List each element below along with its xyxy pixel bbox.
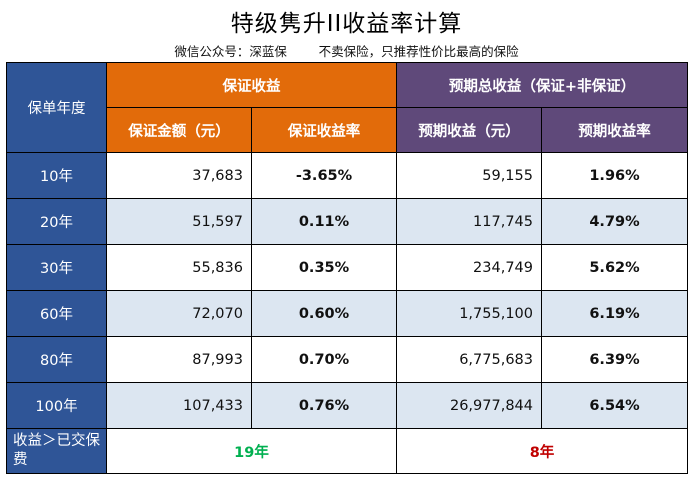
expected-rate-cell: 5.62% (541, 244, 688, 291)
expected-rate-cell: 6.54% (541, 382, 688, 429)
expected-amount-cell: 59,155 (396, 152, 542, 199)
guaranteed-group-header: 保证收益 (106, 62, 397, 108)
year-cell: 20年 (6, 198, 107, 245)
year-header: 保单年度 (6, 62, 107, 153)
table-row: 30年 55,836 0.35% 234,749 5.62% (6, 244, 688, 291)
expected-amount-header: 预期收益（元） (396, 107, 542, 153)
guaranteed-rate-cell: -3.65% (251, 152, 397, 199)
expected-amount-cell: 234,749 (396, 244, 542, 291)
expected-rate-cell: 6.19% (541, 290, 688, 337)
table-row: 20年 51,597 0.11% 117,745 4.79% (6, 198, 688, 245)
table-row: 100年 107,433 0.76% 26,977,844 6.54% (6, 382, 688, 429)
breakeven-label: 收益＞已交保费 (6, 428, 107, 474)
page-subtitle: 微信公众号：深蓝保 不卖保险，只推荐性价比最高的保险 (174, 44, 519, 59)
guaranteed-amount-cell: 107,433 (106, 382, 252, 429)
guaranteed-amount-cell: 87,993 (106, 336, 252, 383)
year-cell: 10年 (6, 152, 107, 199)
yield-table: 保单年度 保证收益 预期总收益（保证+非保证） 保证金额（元） 保证收益率 预期… (6, 62, 688, 474)
year-cell: 30年 (6, 244, 107, 291)
expected-group-header: 预期总收益（保证+非保证） (396, 62, 688, 108)
expected-rate-cell: 4.79% (541, 198, 688, 245)
expected-amount-cell: 117,745 (396, 198, 542, 245)
guaranteed-amount-cell: 51,597 (106, 198, 252, 245)
table-row: 10年 37,683 -3.65% 59,155 1.96% (6, 152, 688, 199)
guaranteed-rate-cell: 0.76% (251, 382, 397, 429)
expected-amount-cell: 6,775,683 (396, 336, 542, 383)
footer-row: 收益＞已交保费 19年 8年 (6, 428, 688, 474)
guaranteed-rate-header: 保证收益率 (251, 107, 397, 153)
guaranteed-rate-cell: 0.60% (251, 290, 397, 337)
table-row: 60年 72,070 0.60% 1,755,100 6.19% (6, 290, 688, 337)
year-cell: 80年 (6, 336, 107, 383)
guaranteed-amount-cell: 37,683 (106, 152, 252, 199)
year-cell: 100年 (6, 382, 107, 429)
expected-rate-cell: 1.96% (541, 152, 688, 199)
expected-amount-cell: 26,977,844 (396, 382, 542, 429)
guaranteed-amount-header: 保证金额（元） (106, 107, 252, 153)
expected-amount-cell: 1,755,100 (396, 290, 542, 337)
guaranteed-rate-cell: 0.11% (251, 198, 397, 245)
expected-breakeven-value: 8年 (396, 428, 688, 474)
expected-rate-cell: 6.39% (541, 336, 688, 383)
guaranteed-breakeven-value: 19年 (106, 428, 397, 474)
guaranteed-amount-cell: 55,836 (106, 244, 252, 291)
guaranteed-rate-cell: 0.35% (251, 244, 397, 291)
page-title: 特级隽升II收益率计算 (230, 11, 463, 37)
guaranteed-rate-cell: 0.70% (251, 336, 397, 383)
table-row: 80年 87,993 0.70% 6,775,683 6.39% (6, 336, 688, 383)
year-cell: 60年 (6, 290, 107, 337)
expected-rate-header: 预期收益率 (541, 107, 688, 153)
guaranteed-amount-cell: 72,070 (106, 290, 252, 337)
